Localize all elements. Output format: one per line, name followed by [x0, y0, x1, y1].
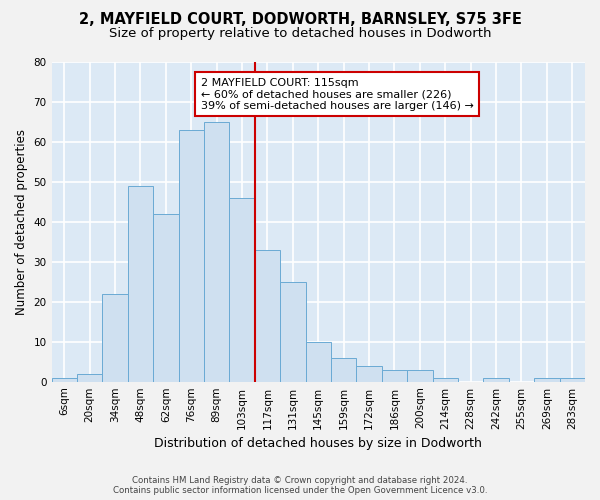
Bar [560, 378, 585, 382]
Bar [52, 378, 77, 382]
Bar [407, 370, 433, 382]
Bar [331, 358, 356, 382]
Text: 2 MAYFIELD COURT: 115sqm
← 60% of detached houses are smaller (226)
39% of semi-: 2 MAYFIELD COURT: 115sqm ← 60% of detach… [201, 78, 474, 110]
Bar [534, 378, 560, 382]
Bar [128, 186, 153, 382]
Bar [179, 130, 204, 382]
Bar [280, 282, 305, 382]
Bar [484, 378, 509, 382]
Bar [229, 198, 255, 382]
Bar [204, 122, 229, 382]
Bar [433, 378, 458, 382]
Text: Contains HM Land Registry data © Crown copyright and database right 2024.
Contai: Contains HM Land Registry data © Crown c… [113, 476, 487, 495]
Bar [356, 366, 382, 382]
Y-axis label: Number of detached properties: Number of detached properties [15, 128, 28, 314]
Bar [103, 294, 128, 382]
Text: Size of property relative to detached houses in Dodworth: Size of property relative to detached ho… [109, 28, 491, 40]
Bar [382, 370, 407, 382]
X-axis label: Distribution of detached houses by size in Dodworth: Distribution of detached houses by size … [154, 437, 482, 450]
Bar [255, 250, 280, 382]
Bar [305, 342, 331, 382]
Bar [153, 214, 179, 382]
Text: 2, MAYFIELD COURT, DODWORTH, BARNSLEY, S75 3FE: 2, MAYFIELD COURT, DODWORTH, BARNSLEY, S… [79, 12, 521, 28]
Bar [77, 374, 103, 382]
